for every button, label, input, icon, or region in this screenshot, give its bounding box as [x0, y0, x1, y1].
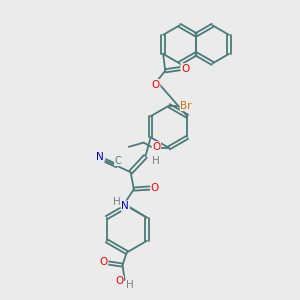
Text: C: C	[115, 156, 121, 166]
Text: O: O	[152, 142, 160, 152]
Text: N: N	[122, 201, 129, 211]
Text: O: O	[151, 183, 159, 193]
Text: H: H	[152, 156, 160, 166]
Text: N: N	[96, 152, 104, 162]
Text: O: O	[181, 64, 189, 74]
Text: H: H	[126, 280, 134, 290]
Text: Br: Br	[180, 100, 192, 111]
Text: O: O	[99, 257, 108, 267]
Text: O: O	[115, 276, 124, 286]
Text: H: H	[113, 197, 121, 207]
Text: O: O	[152, 80, 160, 89]
